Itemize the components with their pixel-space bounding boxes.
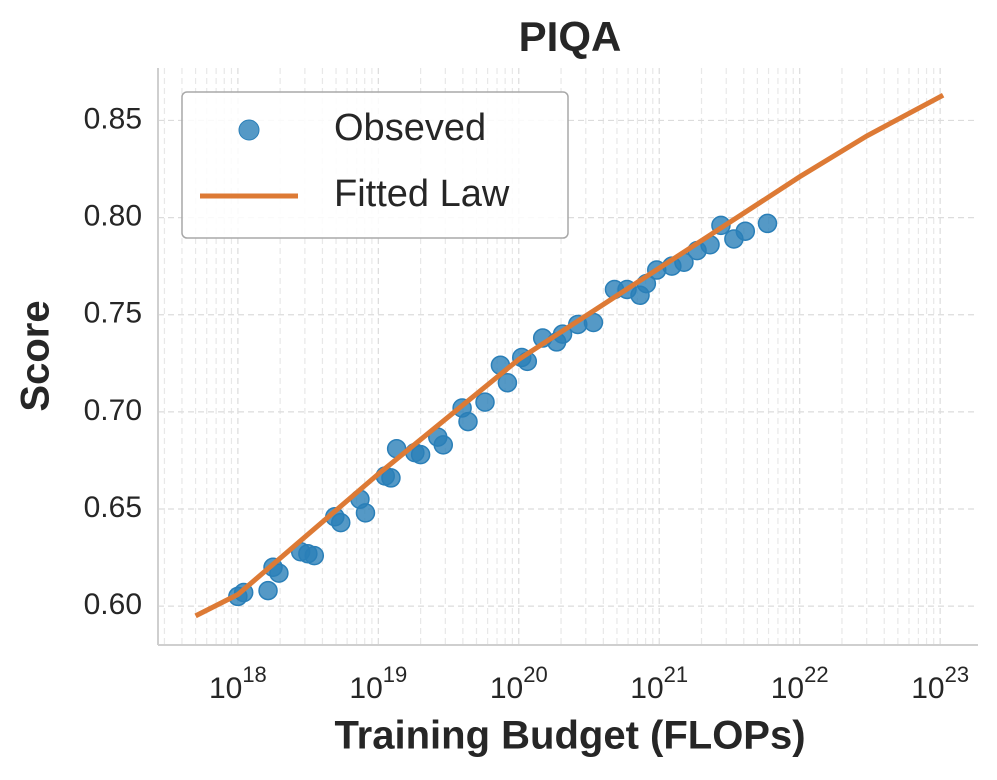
data-point bbox=[458, 411, 478, 432]
x-tick-label: 1019 bbox=[349, 662, 407, 705]
y-tick-label: 0.70 bbox=[84, 394, 142, 427]
legend-box bbox=[181, 91, 569, 239]
legend-label: Fitted Law bbox=[334, 173, 510, 215]
data-point bbox=[381, 468, 401, 488]
x-tick-label: 1023 bbox=[911, 662, 969, 705]
y-tick-label: 0.85 bbox=[84, 102, 142, 135]
fitted-line bbox=[194, 92, 945, 619]
data-point bbox=[355, 503, 376, 523]
data-point bbox=[258, 580, 278, 601]
data-point bbox=[735, 221, 756, 241]
chart-title: PIQA bbox=[519, 13, 622, 60]
data-point bbox=[497, 372, 518, 393]
data-point bbox=[475, 392, 495, 412]
legend-label: Obseved bbox=[334, 107, 486, 149]
x-tick-label: 1022 bbox=[771, 662, 829, 705]
x-tick-label: 1020 bbox=[490, 662, 548, 705]
y-tick-label: 0.80 bbox=[84, 200, 142, 233]
y-tick-label: 0.65 bbox=[84, 491, 142, 524]
legend: Obseved Fitted Law bbox=[181, 91, 569, 239]
data-point bbox=[330, 512, 351, 533]
data-point bbox=[304, 545, 325, 566]
y-axis-label: Score bbox=[14, 300, 58, 411]
data-point bbox=[410, 444, 431, 465]
data-point bbox=[757, 213, 778, 234]
x-tick-label: 1018 bbox=[209, 662, 267, 705]
x-axis-label: Training Budget (FLOPs) bbox=[334, 714, 805, 758]
y-tick-label: 0.75 bbox=[84, 297, 142, 330]
data-point bbox=[433, 435, 454, 455]
data-point bbox=[269, 563, 289, 583]
x-tick-label: 1021 bbox=[630, 662, 688, 705]
legend-marker bbox=[238, 119, 260, 141]
y-tick-label: 0.60 bbox=[84, 588, 142, 621]
